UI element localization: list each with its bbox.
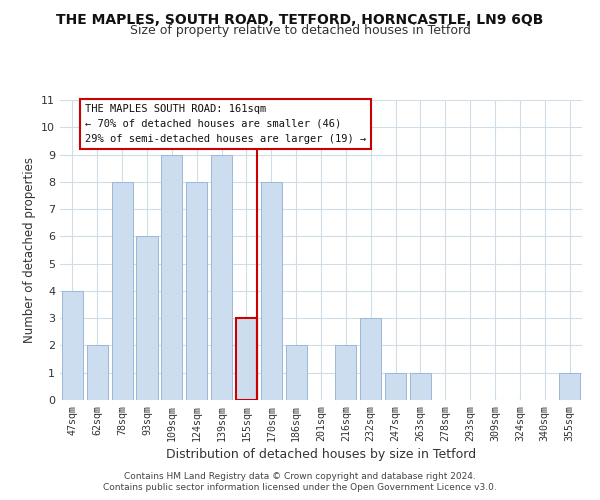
Bar [261, 182, 282, 400]
X-axis label: Distribution of detached houses by size in Tetford: Distribution of detached houses by size … [166, 448, 476, 461]
Text: Size of property relative to detached houses in Tetford: Size of property relative to detached ho… [130, 24, 470, 37]
Bar [286, 346, 307, 400]
Bar [186, 182, 207, 400]
Text: THE MAPLES, SOUTH ROAD, TETFORD, HORNCASTLE, LN9 6QB: THE MAPLES, SOUTH ROAD, TETFORD, HORNCAS… [56, 12, 544, 26]
Text: Contains public sector information licensed under the Open Government Licence v3: Contains public sector information licen… [103, 484, 497, 492]
Bar [559, 372, 580, 400]
Bar [62, 291, 83, 400]
Bar [161, 154, 182, 400]
Bar [360, 318, 381, 400]
Bar [112, 182, 133, 400]
Bar [136, 236, 158, 400]
Bar [87, 346, 108, 400]
Bar [385, 372, 406, 400]
Bar [335, 346, 356, 400]
Bar [236, 318, 257, 400]
Bar [410, 372, 431, 400]
Text: THE MAPLES SOUTH ROAD: 161sqm
← 70% of detached houses are smaller (46)
29% of s: THE MAPLES SOUTH ROAD: 161sqm ← 70% of d… [85, 104, 366, 144]
Bar [211, 154, 232, 400]
Text: Contains HM Land Registry data © Crown copyright and database right 2024.: Contains HM Land Registry data © Crown c… [124, 472, 476, 481]
Y-axis label: Number of detached properties: Number of detached properties [23, 157, 35, 343]
